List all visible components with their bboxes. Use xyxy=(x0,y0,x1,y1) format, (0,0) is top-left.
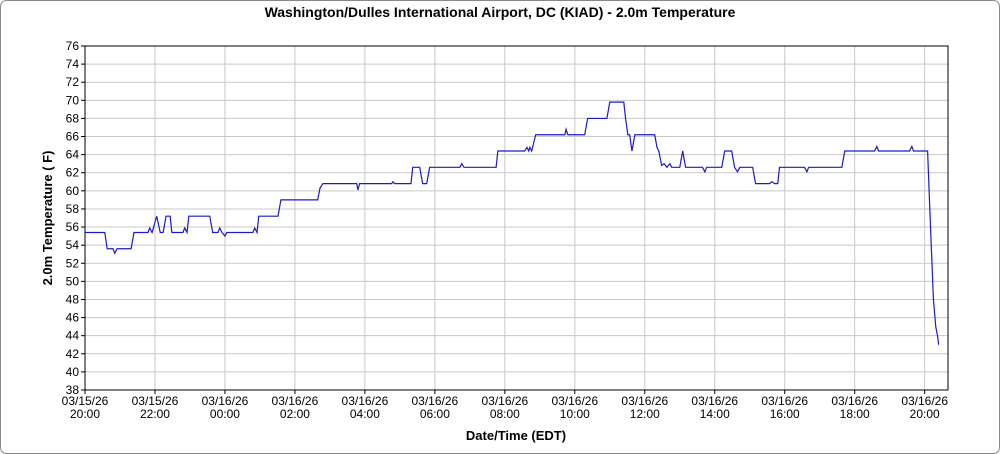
y-tick-label: 58 xyxy=(66,202,80,216)
x-tick-label: 03/16/26 14:00 xyxy=(691,394,738,421)
y-tick-label: 70 xyxy=(66,93,80,107)
x-axis-title: Date/Time (EDT) xyxy=(466,428,566,443)
y-tick-label: 68 xyxy=(66,111,80,125)
x-tick-label: 03/16/26 18:00 xyxy=(831,394,878,421)
y-tick-label: 38 xyxy=(66,383,80,397)
y-tick-label: 54 xyxy=(66,238,80,252)
x-tick-label: 03/16/26 00:00 xyxy=(202,394,249,421)
y-tick-label: 62 xyxy=(66,166,80,180)
y-tick-label: 42 xyxy=(66,347,80,361)
chart-title: Washington/Dulles International Airport,… xyxy=(265,4,736,20)
y-tick-label: 64 xyxy=(66,148,80,162)
x-tick-label: 03/16/26 02:00 xyxy=(272,394,319,421)
y-tick-label: 76 xyxy=(66,39,80,53)
line-series xyxy=(85,101,940,345)
y-tick-label: 56 xyxy=(66,220,80,234)
y-tick-label: 74 xyxy=(66,57,80,71)
x-tick-label: 03/15/26 22:00 xyxy=(132,394,179,421)
y-tick-label: 40 xyxy=(66,365,80,379)
plot-border xyxy=(84,45,949,391)
x-tick-label: 03/15/26 20:00 xyxy=(62,394,109,421)
x-tick-label: 03/16/26 04:00 xyxy=(342,394,389,421)
y-tick-label: 52 xyxy=(66,256,80,270)
y-tick-label: 66 xyxy=(66,130,80,144)
x-tick-label: 03/16/26 10:00 xyxy=(551,394,598,421)
y-tick-label: 50 xyxy=(66,274,80,288)
y-tick-label: 48 xyxy=(66,292,80,306)
y-tick-label: 46 xyxy=(66,311,80,325)
x-tick-label: 03/16/26 12:00 xyxy=(621,394,668,421)
x-tick-label: 03/16/26 08:00 xyxy=(481,394,528,421)
y-tick-label: 60 xyxy=(66,184,80,198)
x-tick-label: 03/16/26 20:00 xyxy=(901,394,948,421)
y-tick-label: 44 xyxy=(66,329,80,343)
y-tick-label: 72 xyxy=(66,75,80,89)
x-tick-label: 03/16/26 16:00 xyxy=(761,394,808,421)
x-tick-label: 03/16/26 06:00 xyxy=(412,394,459,421)
y-axis-title: 2.0m Temperature ( F) xyxy=(40,151,55,286)
